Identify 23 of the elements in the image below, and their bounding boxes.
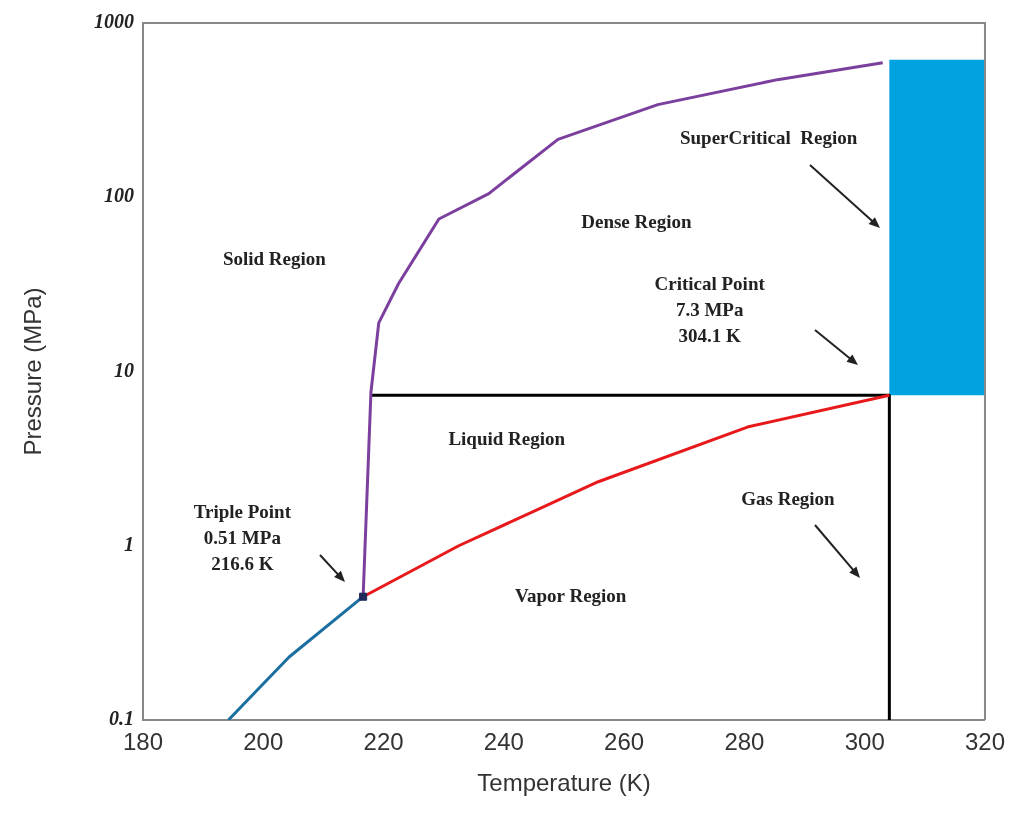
x-tick-label: 240 <box>483 728 524 756</box>
annotation: Vapor Region <box>515 585 627 607</box>
y-axis-title: Pressure (MPa) <box>19 287 47 456</box>
y-tick-label: 1000 <box>94 10 134 33</box>
y-tick-label: 100 <box>104 184 134 207</box>
annotation: Gas Region <box>741 488 836 510</box>
x-tick-label: 180 <box>122 728 164 756</box>
annotation: Triple Point 0.51 MPa 216.6 K <box>193 501 292 575</box>
annotation: Solid Region <box>222 247 327 269</box>
annotation: Dense Region <box>581 210 692 232</box>
y-tick-label: 10 <box>114 358 134 381</box>
x-tick-label: 280 <box>724 728 765 756</box>
x-tick-label: 320 <box>964 728 1005 756</box>
annotation: Liquid Region <box>448 428 566 450</box>
x-tick-label: 300 <box>844 728 885 756</box>
x-tick-label: 200 <box>243 728 284 756</box>
x-axis-title: Temperature (K) <box>477 769 651 797</box>
y-tick-label: 0.1 <box>109 707 134 730</box>
x-tick-label: 260 <box>604 728 645 756</box>
x-tick-label: 220 <box>363 728 404 756</box>
annotation: SuperCritical Region <box>679 127 858 149</box>
annotation: Critical Point 7.3 MPa 304.1 K <box>654 273 766 347</box>
y-tick-label: 1 <box>124 532 134 555</box>
